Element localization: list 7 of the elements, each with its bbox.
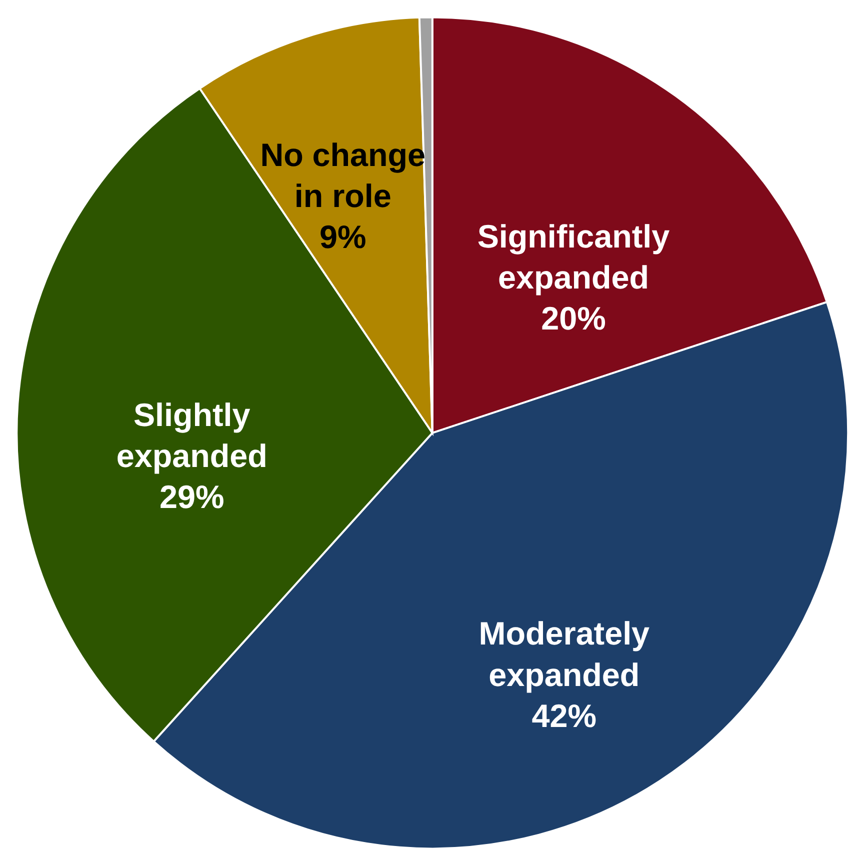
data-label: 9%	[320, 219, 366, 256]
slice-label: Slightly expanded	[116, 396, 268, 474]
data-label: 42%	[532, 698, 597, 734]
data-label: 20%	[541, 300, 606, 337]
slice-label: Significantly expanded	[477, 218, 670, 296]
slice-label: Moderately expanded	[478, 616, 650, 693]
data-label: 29%	[159, 479, 224, 516]
